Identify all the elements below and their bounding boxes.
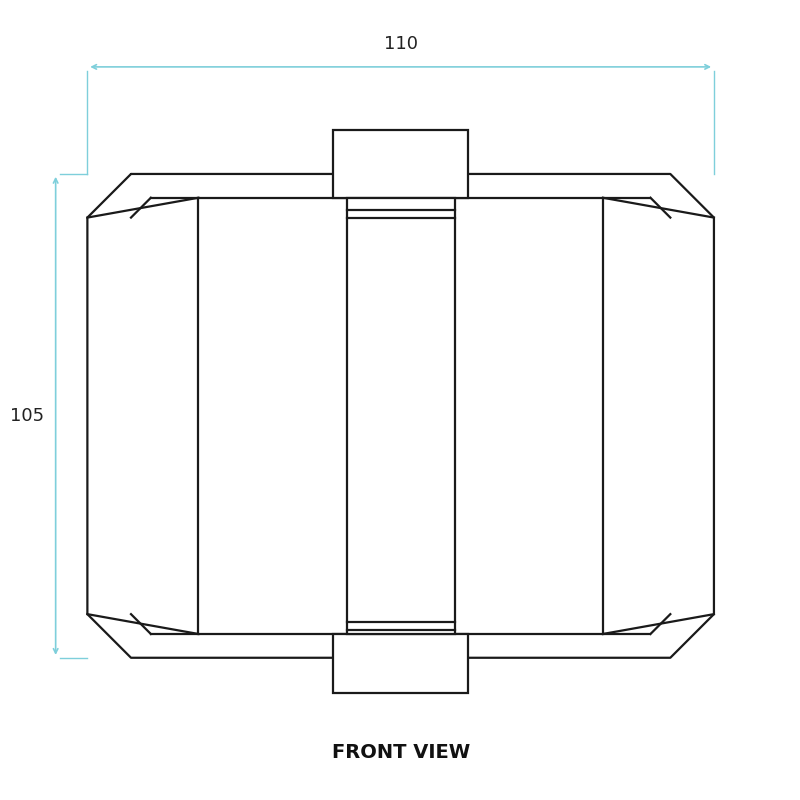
- Text: 105: 105: [10, 407, 44, 425]
- FancyBboxPatch shape: [334, 634, 468, 694]
- Bar: [346, 198, 454, 634]
- Text: 110: 110: [384, 34, 418, 53]
- FancyBboxPatch shape: [334, 130, 468, 198]
- Text: FRONT VIEW: FRONT VIEW: [331, 743, 470, 762]
